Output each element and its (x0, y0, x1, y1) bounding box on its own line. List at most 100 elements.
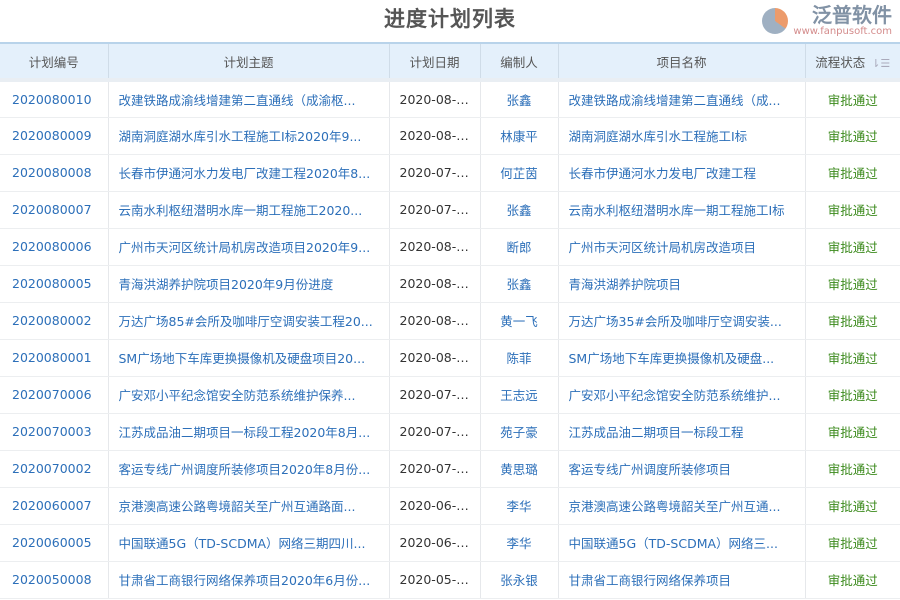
plan-id-link[interactable]: 2020080009 (0, 117, 108, 155)
plan-subject-link[interactable]: 万达广场85#会所及咖啡厅空调安装工程20... (107, 302, 389, 340)
plan-date: 2020-07-31 (388, 154, 480, 192)
plan-id-link[interactable]: 2020080007 (0, 191, 108, 229)
plan-author[interactable]: 苑子豪 (479, 413, 558, 451)
col-label: 编制人 (500, 54, 538, 70)
plan-subject-link[interactable]: 京港澳高速公路粤境韶关至广州互通路面... (107, 487, 389, 525)
plan-subject-link[interactable]: 甘肃省工商银行网络保养项目2020年6月份... (107, 561, 389, 599)
plan-author[interactable]: 黄思璐 (479, 450, 558, 488)
plan-id-link[interactable]: 2020070006 (0, 376, 108, 414)
col-label: 计划主题 (223, 54, 274, 70)
project-name-link[interactable]: 广安邓小平纪念馆安全防范系统维护... (557, 376, 805, 414)
table-row[interactable]: 2020080007 云南水利枢纽潜明水库一期工程施工2020... 2020-07… (0, 191, 900, 229)
col-label: 计划编号 (28, 54, 79, 70)
plan-author[interactable]: 何芷茵 (479, 154, 558, 192)
status-text: 审批通过 (804, 228, 900, 266)
plan-subject-link[interactable]: 青海洪湖养护院项目2020年9月份进度 (107, 265, 389, 303)
status-text: 审批通过 (804, 154, 900, 192)
plan-author[interactable]: 陈菲 (479, 339, 558, 377)
project-name-link[interactable]: SM广场地下车库更换摄像机及硬盘... (557, 339, 805, 377)
plan-table: 计划编号 计划主题 计划日期 编制人 项目名称 流程状态 ⇂☰ 202008001… (0, 42, 900, 599)
plan-id-link[interactable]: 2020070002 (0, 450, 108, 488)
table-row[interactable]: 2020060005 中国联通5G（TD-SCDMA）网络三期四川... 2020-… (0, 524, 900, 562)
plan-subject-link[interactable]: 改建铁路成渝线增建第二直通线（成渝枢... (107, 80, 389, 118)
plan-date: 2020-08-05 (388, 339, 480, 377)
project-name-link[interactable]: 中国联通5G（TD-SCDMA）网络三... (557, 524, 805, 562)
project-name-link[interactable]: 云南水利枢纽潜明水库一期工程施工I标 (557, 191, 805, 229)
table-row[interactable]: 2020080002 万达广场85#会所及咖啡厅空调安装工程20... 2020-0… (0, 302, 900, 340)
project-name-link[interactable]: 客运专线广州调度所装修项目 (557, 450, 805, 488)
project-name-link[interactable]: 万达广场35#会所及咖啡厅空调安装... (557, 302, 805, 340)
watermark-text: 泛普软件 (812, 3, 892, 27)
plan-subject-link[interactable]: 湖南洞庭湖水库引水工程施工I标2020年9... (107, 117, 389, 155)
plan-author[interactable]: 张永银 (479, 561, 558, 599)
col-header-project[interactable]: 项目名称 (557, 42, 805, 82)
watermark-url: www.fanpusoft.com (793, 26, 892, 37)
project-name-link[interactable]: 长春市伊通河水力发电厂改建工程 (557, 154, 805, 192)
plan-id-link[interactable]: 2020060007 (0, 487, 108, 525)
plan-id-link[interactable]: 2020080006 (0, 228, 108, 266)
project-name-link[interactable]: 甘肃省工商银行网络保养项目 (557, 561, 805, 599)
plan-author[interactable]: 李华 (479, 524, 558, 562)
col-header-subject[interactable]: 计划主题 (107, 42, 389, 82)
plan-subject-link[interactable]: 云南水利枢纽潜明水库一期工程施工2020... (107, 191, 389, 229)
plan-subject-link[interactable]: 中国联通5G（TD-SCDMA）网络三期四川... (107, 524, 389, 562)
status-text: 审批通过 (804, 117, 900, 155)
page-title: 进度计划列表 (384, 7, 516, 31)
plan-id-link[interactable]: 2020080010 (0, 80, 108, 118)
plan-subject-link[interactable]: 广州市天河区统计局机房改造项目2020年9... (107, 228, 389, 266)
status-text: 审批通过 (804, 339, 900, 377)
project-name-link[interactable]: 广州市天河区统计局机房改造项目 (557, 228, 805, 266)
col-label: 项目名称 (656, 54, 707, 70)
status-text: 审批通过 (804, 265, 900, 303)
table-row[interactable]: 2020050008 甘肃省工商银行网络保养项目2020年6月份... 2020-0… (0, 561, 900, 599)
plan-subject-link[interactable]: 江苏成品油二期项目一标段工程2020年8月... (107, 413, 389, 451)
plan-author[interactable]: 张鑫 (479, 265, 558, 303)
project-name-link[interactable]: 湖南洞庭湖水库引水工程施工I标 (557, 117, 805, 155)
table-row[interactable]: 2020080005 青海洪湖养护院项目2020年9月份进度 2020-08-05 张… (0, 265, 900, 303)
plan-author[interactable]: 王志远 (479, 376, 558, 414)
table-row[interactable]: 2020070006 广安邓小平纪念馆安全防范系统维护保养... 2020-07-2… (0, 376, 900, 414)
table-row[interactable]: 2020080001 SM广场地下车库更换摄像机及硬盘项目20... 2020-08… (0, 339, 900, 377)
col-header-status[interactable]: 流程状态 ⇂☰ (804, 42, 900, 82)
project-name-link[interactable]: 改建铁路成渝线增建第二直通线（成... (557, 80, 805, 118)
plan-id-link[interactable]: 2020080008 (0, 154, 108, 192)
plan-author[interactable]: 黄一飞 (479, 302, 558, 340)
table-row[interactable]: 2020060007 京港澳高速公路粤境韶关至广州互通路面... 2020-06-1… (0, 487, 900, 525)
table-row[interactable]: 2020080009 湖南洞庭湖水库引水工程施工I标2020年9... 2020-0… (0, 117, 900, 155)
plan-id-link[interactable]: 2020070003 (0, 413, 108, 451)
table-row[interactable]: 2020070003 江苏成品油二期项目一标段工程2020年8月... 2020-0… (0, 413, 900, 451)
col-header-author[interactable]: 编制人 (479, 42, 558, 82)
plan-author[interactable]: 断郎 (479, 228, 558, 266)
plan-id-link[interactable]: 2020080002 (0, 302, 108, 340)
col-header-id[interactable]: 计划编号 (0, 42, 108, 82)
plan-subject-link[interactable]: 长春市伊通河水力发电厂改建工程2020年8... (107, 154, 389, 192)
plan-subject-link[interactable]: SM广场地下车库更换摄像机及硬盘项目20... (107, 339, 389, 377)
project-name-link[interactable]: 青海洪湖养护院项目 (557, 265, 805, 303)
sort-icon[interactable]: ⇂☰ (871, 56, 891, 70)
project-name-link[interactable]: 京港澳高速公路粤境韶关至广州互通... (557, 487, 805, 525)
plan-id-link[interactable]: 2020050008 (0, 561, 108, 599)
table-row[interactable]: 2020080010 改建铁路成渝线增建第二直通线（成渝枢... 2020-08-0… (0, 80, 900, 118)
col-header-date[interactable]: 计划日期 (388, 42, 480, 82)
plan-author[interactable]: 张鑫 (479, 80, 558, 118)
status-text: 审批通过 (804, 487, 900, 525)
plan-id-link[interactable]: 2020080005 (0, 265, 108, 303)
plan-author[interactable]: 张鑫 (479, 191, 558, 229)
table-row[interactable]: 2020080008 长春市伊通河水力发电厂改建工程2020年8... 2020-0… (0, 154, 900, 192)
plan-date: 2020-07-23 (388, 376, 480, 414)
col-label: 计划日期 (409, 54, 460, 70)
plan-id-link[interactable]: 2020060005 (0, 524, 108, 562)
plan-date: 2020-08-05 (388, 265, 480, 303)
project-name-link[interactable]: 江苏成品油二期项目一标段工程 (557, 413, 805, 451)
table-row[interactable]: 2020080006 广州市天河区统计局机房改造项目2020年9... 2020-0… (0, 228, 900, 266)
table-row[interactable]: 2020070002 客运专线广州调度所装修项目2020年8月份... 2020-0… (0, 450, 900, 488)
plan-date: 2020-08-08 (388, 302, 480, 340)
plan-id-link[interactable]: 2020080001 (0, 339, 108, 377)
plan-date: 2020-06-12 (388, 524, 480, 562)
plan-subject-link[interactable]: 广安邓小平纪念馆安全防范系统维护保养... (107, 376, 389, 414)
plan-date: 2020-05-09 (388, 561, 480, 599)
plan-date: 2020-07-06 (388, 450, 480, 488)
plan-author[interactable]: 李华 (479, 487, 558, 525)
plan-author[interactable]: 林康平 (479, 117, 558, 155)
plan-subject-link[interactable]: 客运专线广州调度所装修项目2020年8月份... (107, 450, 389, 488)
